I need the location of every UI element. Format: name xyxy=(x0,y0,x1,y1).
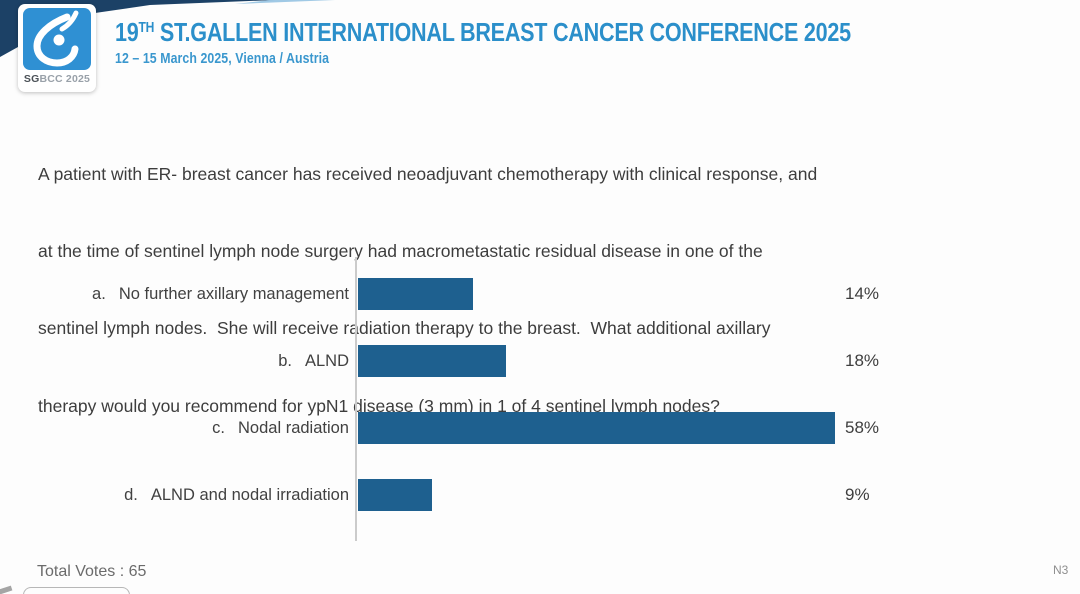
question-line: therapy would you recommend for ypN1 dis… xyxy=(38,395,720,416)
option-label: d. ALND and nodal irradiation xyxy=(0,479,349,511)
sgbcc-logo-card: SGBCC 2025 xyxy=(18,4,96,92)
option-text: No further axillary management xyxy=(118,285,349,303)
title-number: 19 xyxy=(115,17,139,47)
result-bar xyxy=(358,278,473,310)
title-ordinal: TH xyxy=(138,20,155,36)
question-line: sentinel lymph nodes. She will receive r… xyxy=(38,318,771,339)
conference-subtitle: 12 – 15 March 2025, Vienna / Austria xyxy=(115,51,330,67)
option-label: c. Nodal radiation xyxy=(0,412,349,444)
result-bar xyxy=(358,479,432,511)
logo-caption-rest: BCC 2025 xyxy=(39,73,91,85)
banner-light-tip xyxy=(235,0,335,4)
chart-axis-line xyxy=(355,257,357,541)
percentage-label: 58% xyxy=(845,418,880,437)
option-letter: b. xyxy=(278,352,292,370)
option-text: Nodal radiation xyxy=(238,419,349,437)
sgbcc-breast-icon xyxy=(33,10,79,67)
header-text: 19TH ST.GALLEN INTERNATIONAL BREAST CANC… xyxy=(115,17,1002,67)
title-text: ST.GALLEN INTERNATIONAL BREAST CANCER CO… xyxy=(154,17,851,47)
option-text: ALND xyxy=(304,352,349,370)
option-label: a. No further axillary management xyxy=(0,278,349,310)
percentage-label: 9% xyxy=(845,485,870,504)
percentage-label: 14% xyxy=(845,284,880,303)
question-line: at the time of sentinel lymph node surge… xyxy=(38,240,763,261)
option-letter: d. xyxy=(124,486,138,504)
option-letter: a. xyxy=(92,285,106,303)
percentage-label: 18% xyxy=(845,351,880,370)
logo-caption: SGBCC 2025 xyxy=(18,73,96,85)
result-bar xyxy=(358,345,506,377)
question-line: A patient with ER- breast cancer has rec… xyxy=(38,163,818,184)
total-votes: Total Votes : 65 xyxy=(37,563,147,580)
option-label: b. ALND xyxy=(0,345,349,377)
question-text: A patient with ER- breast cancer has rec… xyxy=(38,110,817,471)
option-text: ALND and nodal irradiation xyxy=(150,486,349,504)
slide-code: N3 xyxy=(1053,563,1069,577)
result-bar xyxy=(358,412,835,444)
partial-button[interactable] xyxy=(23,587,130,594)
sgbcc-logo-square xyxy=(23,8,91,70)
conference-title: 19TH ST.GALLEN INTERNATIONAL BREAST CANC… xyxy=(115,17,851,48)
option-letter: c. xyxy=(212,419,225,437)
logo-caption-bold: SG xyxy=(23,73,40,85)
